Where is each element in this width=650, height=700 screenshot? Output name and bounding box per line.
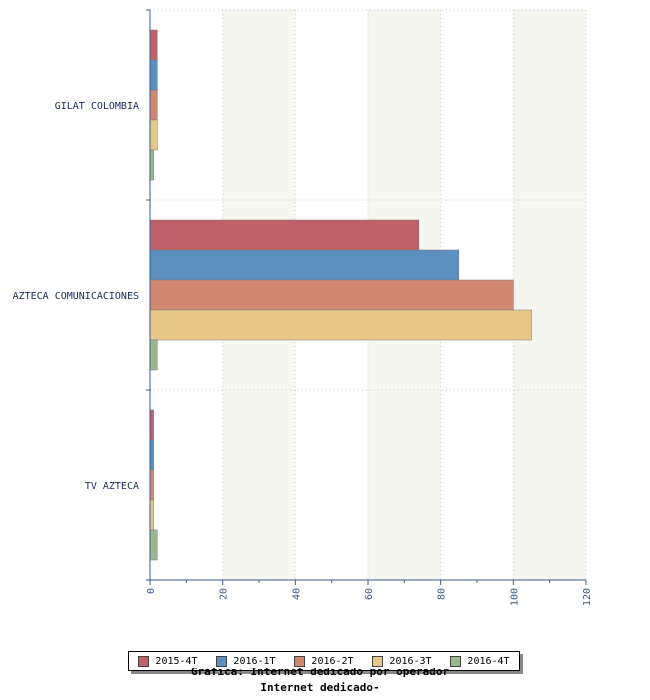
- background-band: [513, 10, 586, 580]
- bar: [149, 409, 154, 441]
- y-category-labels: GILAT COLOMBIA AZTECA COMUNICACIONES TV AZ…: [13, 101, 139, 492]
- chart-subcaption: Internet dedicado-: [260, 681, 380, 694]
- legend-item: 2016-4T: [450, 655, 510, 667]
- bar: [149, 439, 154, 471]
- legend-item: 2016-1T: [216, 655, 276, 667]
- legend-label: 2015-4T: [155, 655, 198, 667]
- bar: [149, 339, 158, 371]
- legend: 2015-4T 2016-1T 2016-2T 2016-3T 2016-4T: [128, 651, 520, 671]
- category-label: AZTECA COMUNICACIONES: [13, 291, 139, 302]
- legend-swatch: [216, 655, 228, 667]
- bars: [149, 29, 532, 561]
- bar: [149, 309, 532, 341]
- bar: [149, 89, 158, 121]
- legend-item: 2015-4T: [138, 655, 198, 667]
- legend-swatch: [294, 655, 306, 667]
- legend-label: 2016-1T: [233, 655, 276, 667]
- bar: [149, 119, 158, 151]
- bar-chart: 0 20 40 60 80 100 120 GILAT COLOMBIA AZTECA COM…: [13, 9, 593, 606]
- legend-label: 2016-4T: [467, 655, 510, 667]
- bar: [149, 469, 154, 501]
- x-tick-label: 60: [364, 588, 375, 600]
- bar: [149, 529, 158, 561]
- bar: [149, 149, 154, 181]
- bar: [149, 219, 420, 251]
- x-tick-label: 40: [291, 588, 302, 600]
- bar: [149, 499, 154, 531]
- bar: [149, 59, 158, 91]
- category-label: TV AZTECA: [85, 481, 139, 492]
- legend-swatch: [450, 655, 462, 667]
- legend-label: 2016-3T: [389, 655, 432, 667]
- legend-label: 2016-2T: [311, 655, 354, 667]
- axes: [146, 9, 587, 585]
- x-tick-label: 100: [509, 588, 520, 606]
- x-tick-label: 120: [582, 588, 593, 606]
- x-tick-label: 20: [219, 588, 230, 600]
- legend-swatch: [138, 655, 150, 667]
- x-tick-label: 80: [437, 588, 448, 600]
- bar: [149, 249, 460, 281]
- legend-item: 2016-3T: [372, 655, 432, 667]
- category-label: GILAT COLOMBIA: [55, 101, 139, 112]
- legend-swatch: [372, 655, 384, 667]
- x-tick-label: 0: [146, 588, 157, 594]
- bar: [149, 279, 514, 311]
- x-tick-labels: 0 20 40 60 80 100 120: [146, 588, 593, 606]
- chart-caption: Gráfica: Internet dedicado por operador: [190, 668, 450, 678]
- legend-item: 2016-2T: [294, 655, 354, 667]
- bar: [149, 29, 158, 61]
